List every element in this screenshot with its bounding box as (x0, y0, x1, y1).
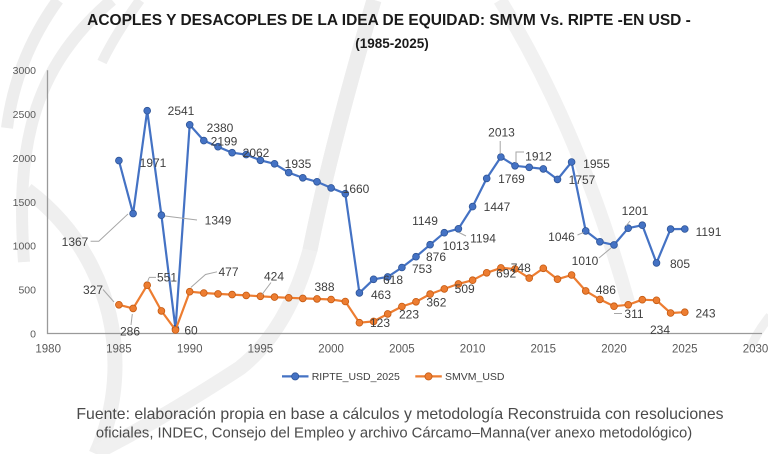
svg-text:1447: 1447 (484, 200, 511, 214)
svg-text:2500: 2500 (13, 109, 37, 121)
svg-text:2541: 2541 (168, 104, 195, 118)
svg-text:1194: 1194 (470, 232, 496, 246)
svg-text:1349: 1349 (205, 214, 232, 228)
svg-text:2030: 2030 (743, 344, 768, 356)
svg-text:2199: 2199 (211, 135, 238, 149)
svg-text:oficiales, INDEC, Consejo del: oficiales, INDEC, Consejo del Empleo y a… (96, 426, 692, 442)
svg-text:618: 618 (383, 273, 403, 287)
svg-text:Fuente: elaboración propia en: Fuente: elaboración propia en base a cál… (76, 406, 723, 423)
svg-text:2020: 2020 (601, 344, 627, 356)
svg-text:1191: 1191 (696, 225, 722, 239)
svg-text:477: 477 (218, 265, 238, 279)
svg-text:SMVM_USD: SMVM_USD (445, 371, 505, 383)
svg-text:463: 463 (371, 288, 391, 302)
svg-text:2000: 2000 (13, 153, 37, 165)
svg-text:286: 286 (120, 325, 140, 339)
svg-text:1500: 1500 (13, 197, 37, 209)
svg-text:234: 234 (650, 323, 670, 337)
svg-text:1985: 1985 (106, 344, 132, 356)
svg-text:2013: 2013 (488, 126, 515, 140)
svg-text:753: 753 (412, 262, 432, 276)
svg-text:692: 692 (496, 267, 516, 281)
svg-text:2005: 2005 (389, 344, 415, 356)
svg-text:1660: 1660 (343, 182, 370, 196)
svg-text:362: 362 (426, 296, 446, 310)
svg-text:876: 876 (426, 250, 446, 264)
svg-text:ACOPLES Y DESACOPLES DE LA IDE: ACOPLES Y DESACOPLES DE LA IDEA DE EQUID… (87, 12, 691, 29)
svg-text:1201: 1201 (622, 204, 649, 218)
svg-text:1995: 1995 (248, 344, 274, 356)
svg-text:2062: 2062 (243, 146, 270, 160)
svg-text:1769: 1769 (498, 172, 525, 186)
svg-text:388: 388 (314, 280, 334, 294)
svg-text:424: 424 (264, 270, 284, 284)
svg-text:2380: 2380 (207, 121, 234, 135)
svg-text:748: 748 (511, 261, 531, 275)
svg-text:500: 500 (18, 284, 36, 296)
svg-text:311: 311 (624, 307, 643, 321)
svg-text:2010: 2010 (460, 344, 486, 356)
svg-text:327: 327 (83, 283, 103, 297)
svg-text:805: 805 (670, 257, 690, 271)
svg-text:551: 551 (157, 271, 177, 285)
svg-text:509: 509 (455, 282, 475, 296)
svg-text:1990: 1990 (177, 344, 203, 356)
svg-text:RIPTE_USD_2025: RIPTE_USD_2025 (312, 371, 400, 383)
svg-text:(1985-2025): (1985-2025) (355, 36, 429, 51)
svg-text:1367: 1367 (62, 235, 89, 249)
svg-text:60: 60 (184, 324, 198, 338)
svg-text:1955: 1955 (583, 157, 610, 171)
svg-text:1010: 1010 (572, 254, 599, 268)
svg-text:1757: 1757 (569, 173, 596, 187)
svg-text:2025: 2025 (672, 344, 698, 356)
svg-text:1980: 1980 (35, 344, 61, 356)
svg-text:1000: 1000 (13, 241, 37, 253)
svg-text:243: 243 (695, 307, 715, 321)
svg-text:1013: 1013 (443, 239, 470, 253)
svg-text:2000: 2000 (318, 344, 344, 356)
svg-text:2015: 2015 (531, 344, 557, 356)
svg-text:1149: 1149 (412, 214, 438, 228)
svg-text:123: 123 (370, 316, 390, 330)
svg-text:1912: 1912 (525, 150, 552, 164)
svg-text:3000: 3000 (13, 65, 37, 77)
svg-text:1971: 1971 (140, 156, 167, 170)
svg-text:0: 0 (30, 328, 36, 340)
svg-text:223: 223 (399, 307, 419, 321)
svg-text:1935: 1935 (285, 157, 312, 171)
svg-text:486: 486 (596, 283, 616, 297)
svg-text:1046: 1046 (548, 230, 575, 244)
